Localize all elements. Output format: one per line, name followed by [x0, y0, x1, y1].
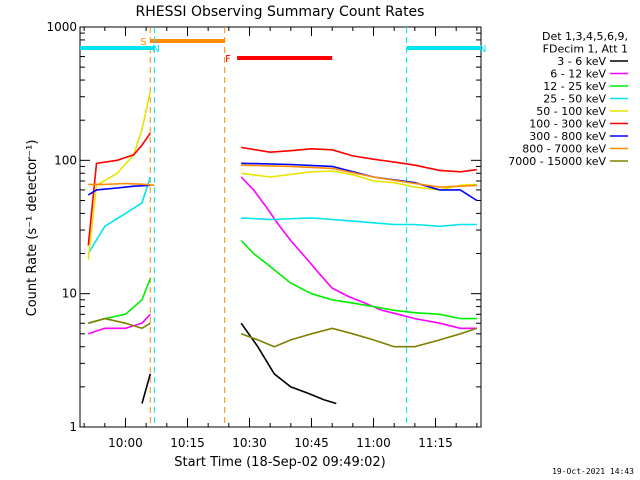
y-tick-label: 1: [69, 420, 77, 434]
x-tick-label: 11:15: [418, 436, 453, 450]
plot-area: 1 10 100 1000 10:00 10:15 10:30 10:45 11:00 11:15…: [46, 20, 486, 450]
y-tick-label: 10: [62, 287, 77, 301]
flag-label-S: S: [140, 37, 146, 48]
legend-entry-label: 3 - 6 keV: [557, 55, 606, 68]
legend-entry-label: 300 - 800 keV: [529, 130, 606, 143]
series-line: [241, 162, 478, 202]
series-line: [87, 184, 151, 196]
plot-frame: [79, 26, 482, 428]
series-line: [88, 182, 155, 187]
legend: Det 1,3,4,5,6,9,FDecim 1, Att 13 - 6 keV…: [508, 30, 628, 168]
x-tick-label: 10:00: [108, 436, 143, 450]
x-tick-label: 10:45: [294, 436, 329, 450]
flag-label-F: F: [225, 54, 231, 65]
legend-entry-label: 100 - 300 keV: [529, 118, 606, 131]
legend-entry-label: 25 - 50 keV: [543, 93, 606, 106]
x-axis-label: Start Time (18-Sep-02 09:49:02): [174, 455, 385, 470]
series-line: [88, 313, 151, 335]
legend-entry-label: 6 - 12 keV: [550, 68, 606, 81]
series-line: [241, 164, 477, 188]
x-tick-label: 11:00: [356, 436, 391, 450]
y-axis-label: Count Rate (s⁻¹ detector⁻¹): [25, 140, 40, 317]
series-line: [87, 176, 152, 254]
series-line: [88, 317, 151, 330]
series-line: [141, 373, 152, 404]
series-line: [240, 176, 477, 330]
legend-entry-label: 800 - 7000 keV: [522, 143, 606, 156]
series-line: [240, 322, 337, 405]
legend-entry-label: 50 - 100 keV: [536, 105, 606, 118]
series-line: [87, 132, 151, 246]
y-tick-label: 100: [54, 153, 77, 167]
legend-entry-label: 7000 - 15000 keV: [508, 155, 606, 168]
chart-title: RHESSI Observing Summary Count Rates: [136, 4, 425, 20]
y-tick-label: 1000: [46, 20, 77, 34]
series-line: [240, 327, 478, 348]
series-line: [241, 217, 477, 228]
legend-header-line: Det 1,3,4,5,6,9,: [542, 30, 628, 43]
series-line: [241, 146, 478, 173]
legend-entry-label: 12 - 25 keV: [543, 80, 606, 93]
x-tick-label: 10:30: [232, 436, 267, 450]
series-line: [87, 91, 152, 260]
x-tick-label: 10:15: [170, 436, 205, 450]
flag-label-N: N: [152, 44, 159, 55]
footer-timestamp: 19-Oct-2021 14:43: [552, 467, 634, 476]
series-line: [240, 240, 477, 320]
series-line: [88, 278, 152, 324]
flag-label-N: N: [479, 44, 486, 55]
legend-header-line: FDecim 1, Att 1: [543, 43, 628, 56]
series-line: [241, 170, 477, 191]
